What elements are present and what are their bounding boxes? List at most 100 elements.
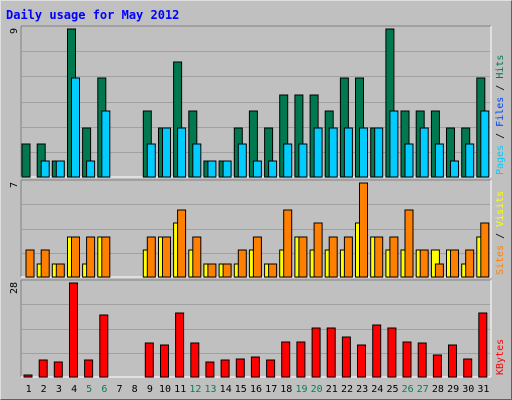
bar-files-day-6 [101,110,111,178]
series-label: Pages / Files / Hits [495,55,506,175]
chart-title: Daily usage for May 2012 [6,8,179,22]
bar-kbytes-day-28 [432,354,442,378]
bar-kbytes-day-5 [84,359,94,378]
bar-kbytes-day-10 [160,344,169,378]
y-max-label: 9 [9,28,20,34]
bar-sites-day-4 [71,236,80,278]
x-tick-label-3: 3 [56,384,62,395]
bar-kbytes-day-9 [144,342,154,378]
x-tick-label-2: 2 [41,384,47,395]
bar-files-day-12 [192,143,202,178]
x-tick-label-14: 14 [220,384,232,395]
bar-kbytes-day-31 [478,312,488,378]
bar-files-day-4 [71,77,80,178]
bar-kbytes-day-17 [266,359,276,378]
bar-files-day-26 [404,143,414,178]
x-tick-label-13: 13 [204,384,216,395]
x-tick-label-7: 7 [116,384,122,395]
bar-kbytes-day-6 [99,314,109,378]
x-tick-label-10: 10 [159,384,171,395]
x-tick-label-8: 8 [132,384,138,395]
series-label-part: Pages [495,145,506,175]
bar-files-day-5 [86,160,96,178]
bar-kbytes-day-1 [23,374,33,378]
series-label: Sites / Visits [495,191,506,275]
x-tick-label-9: 9 [147,384,153,395]
series-label-part: Hits [495,55,506,79]
bar-sites-day-3 [55,263,65,278]
bar-files-day-31 [480,110,490,178]
bar-kbytes-day-23 [357,344,366,378]
bar-files-day-3 [55,160,65,178]
bar-kbytes-day-24 [372,324,382,378]
bar-sites-day-15 [237,249,247,278]
bar-files-day-17 [268,160,278,178]
bar-files-day-25 [389,110,399,178]
series-label-part: Files [495,97,506,127]
x-tick-label-24: 24 [371,384,383,395]
bar-sites-day-18 [283,209,293,278]
bar-sites-day-30 [465,249,475,278]
bar-kbytes-day-14 [220,359,230,378]
bar-sites-day-26 [404,209,414,278]
x-tick-label-15: 15 [235,384,247,395]
x-axis-labels: 1 2 3 4 5 6 7 8 9 10 11 12 13 14 15 16 17 18 19 20 21 22 23 24 2… [26,384,490,395]
x-tick-label-30: 30 [462,384,474,395]
bar-sites-day-10 [162,236,171,278]
bar-files-day-22 [343,127,353,178]
x-tick-label-17: 17 [265,384,277,395]
bar-sites-day-31 [480,222,490,278]
bar-kbytes-day-29 [448,344,457,378]
bar-files-day-2 [40,160,50,178]
bar-sites-day-28 [434,263,444,278]
series-label-part: / [495,127,506,145]
x-tick-label-31: 31 [477,384,489,395]
bar-kbytes-day-21 [326,327,336,378]
panel-visits-sites: 7 Sites / Visits [9,179,506,278]
bar-sites-day-25 [389,236,399,278]
x-tick-label-16: 16 [250,384,262,395]
bar-files-day-10 [162,127,171,178]
bar-kbytes-day-18 [281,341,291,378]
bar-kbytes-day-30 [463,358,473,378]
x-tick-label-23: 23 [356,384,368,395]
bar-files-day-30 [465,143,475,178]
chart-panels: 9 Pages / Files / Hits 7 Sites / Visits 28 KB… [9,25,506,378]
y-max-label: 28 [9,282,20,294]
x-tick-label-11: 11 [174,384,186,395]
bar-files-day-13 [207,160,217,178]
bar-files-day-27 [419,127,429,178]
x-tick-label-6: 6 [101,384,107,395]
x-tick-label-18: 18 [280,384,292,395]
series-label-part: / [495,227,506,245]
bar-sites-day-2 [40,249,50,278]
bar-sites-day-11 [177,209,187,278]
bar-sites-day-27 [419,249,429,278]
series-label-part: Sites [495,245,506,275]
x-tick-label-26: 26 [402,384,414,395]
bar-hits-day-1 [21,143,31,178]
bar-kbytes-day-12 [190,342,200,378]
x-tick-label-19: 19 [295,384,307,395]
panel-kbytes: 28 KBytes [9,279,506,378]
panel-hits-files-pages: 9 Pages / Files / Hits [9,25,506,178]
series-label-part: KBytes [495,339,506,375]
x-tick-label-5: 5 [86,384,92,395]
series-label-part: / [495,79,506,97]
bar-sites-day-29 [450,249,459,278]
bar-kbytes-day-15 [235,358,245,378]
bar-files-day-14 [222,160,232,178]
bar-sites-day-1 [25,249,35,278]
bar-files-day-20 [313,127,323,178]
bar-files-day-9 [146,143,156,178]
bar-sites-day-12 [192,236,202,278]
bar-sites-day-5 [86,236,96,278]
bar-files-day-21 [328,127,338,178]
bar-kbytes-day-26 [402,341,412,378]
x-tick-label-1: 1 [26,384,32,395]
bar-files-day-11 [177,127,187,178]
bar-files-day-19 [298,143,308,178]
bar-sites-day-14 [222,263,232,278]
bar-sites-day-22 [343,236,353,278]
